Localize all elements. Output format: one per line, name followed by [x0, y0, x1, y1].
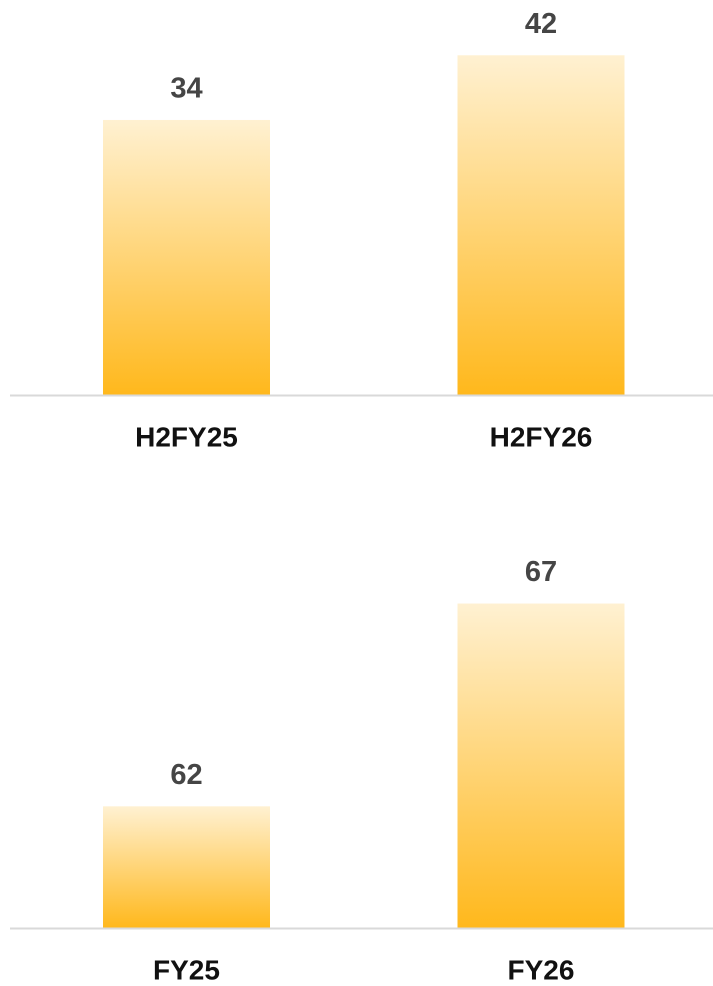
x-tick-label: FY26	[508, 954, 575, 985]
value-label: 62	[170, 759, 202, 791]
bar	[103, 806, 270, 928]
x-tick-label: FY25	[153, 954, 220, 985]
x-tick-label: H2FY25	[135, 421, 238, 452]
value-label: 67	[525, 556, 557, 588]
value-label: 34	[170, 73, 202, 105]
bar	[103, 119, 270, 395]
value-label: 42	[525, 8, 557, 40]
x-tick-label: H2FY26	[490, 421, 593, 452]
bar	[457, 603, 625, 928]
bar	[457, 55, 625, 396]
